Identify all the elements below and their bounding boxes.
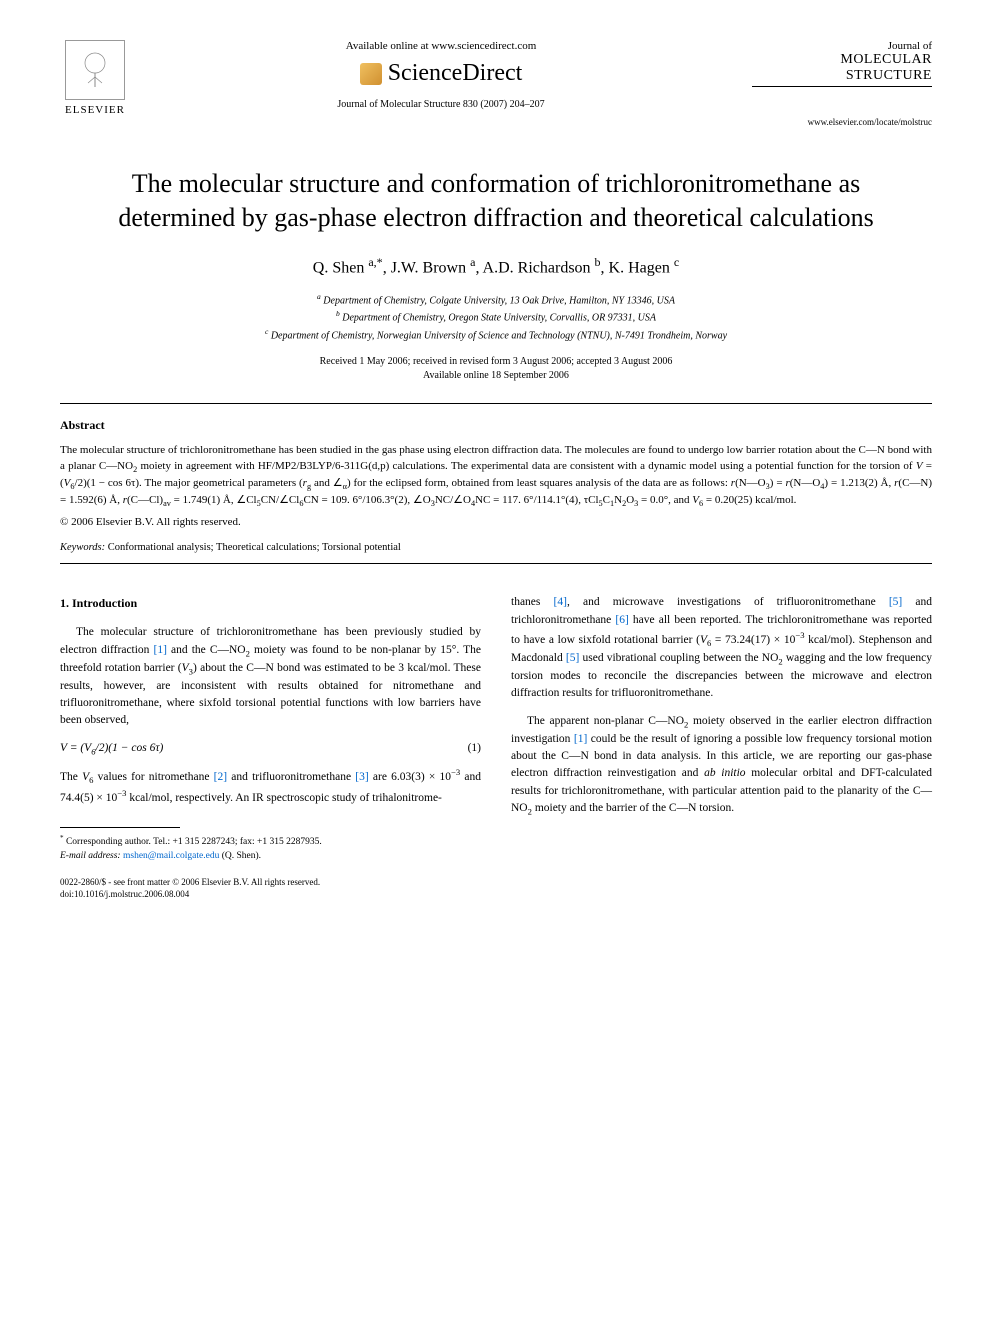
doi-block: 0022-2860/$ - see front matter © 2006 El… — [60, 877, 481, 900]
left-column: 1. Introduction The molecular structure … — [60, 594, 481, 900]
affiliation-c: c Department of Chemistry, Norwegian Uni… — [60, 326, 932, 343]
citation-line: Journal of Molecular Structure 830 (2007… — [130, 99, 752, 110]
authors-line: Q. Shen a,*, J.W. Brown a, A.D. Richards… — [60, 255, 932, 277]
affiliation-a: a Department of Chemistry, Colgate Unive… — [60, 291, 932, 308]
journal-title-1: MOLECULAR — [752, 52, 932, 68]
affiliation-b: b Department of Chemistry, Oregon State … — [60, 308, 932, 325]
corresponding-author-footnote: * Corresponding author. Tel.: +1 315 228… — [60, 834, 481, 863]
equation-body: V = (V6/2)(1 − cos 6τ) — [60, 740, 163, 758]
journal-title-2: STRUCTURE — [752, 68, 932, 84]
elsevier-tree-icon — [65, 40, 125, 100]
journal-rule — [752, 86, 932, 87]
abstract-bottom-rule — [60, 563, 932, 564]
keywords-text: Conformational analysis; Theoretical cal… — [108, 542, 401, 553]
article-dates: Received 1 May 2006; received in revised… — [60, 355, 932, 383]
article-title: The molecular structure and conformation… — [80, 167, 912, 235]
journal-of-text: Journal of — [752, 40, 932, 52]
sciencedirect-text: ScienceDirect — [388, 60, 523, 87]
intro-p1: The molecular structure of trichloronitr… — [60, 624, 481, 729]
available-online-text: Available online at www.sciencedirect.co… — [130, 40, 752, 52]
abstract-heading: Abstract — [60, 418, 932, 433]
sciencedirect-brand: ScienceDirect — [130, 60, 752, 87]
abstract-top-rule — [60, 403, 932, 404]
received-date: Received 1 May 2006; received in revised… — [60, 355, 932, 369]
online-date: Available online 18 September 2006 — [60, 369, 932, 383]
equation-1: V = (V6/2)(1 − cos 6τ) (1) — [60, 740, 481, 758]
journal-box: Journal of MOLECULAR STRUCTURE www.elsev… — [752, 40, 932, 127]
keywords-line: Keywords: Conformational analysis; Theor… — [60, 542, 932, 553]
intro-heading: 1. Introduction — [60, 594, 481, 612]
footnote-separator — [60, 827, 180, 828]
abstract-body: The molecular structure of trichloronitr… — [60, 443, 932, 510]
publisher-logo: ELSEVIER — [60, 40, 130, 120]
keywords-label: Keywords: — [60, 542, 105, 553]
page-header: ELSEVIER Available online at www.science… — [60, 40, 932, 127]
sciencedirect-icon — [360, 63, 382, 85]
footnote-email: E-mail address: mshen@mail.colgate.edu (… — [60, 850, 481, 863]
corresponding-email-link[interactable]: mshen@mail.colgate.edu — [123, 851, 219, 861]
doi-line: doi:10.1016/j.molstruc.2006.08.004 — [60, 889, 481, 901]
intro-p2: The V6 values for nitromethane [2] and t… — [60, 766, 481, 807]
right-column: thanes [4], and microwave investigations… — [511, 594, 932, 900]
abstract-copyright: © 2006 Elsevier B.V. All rights reserved… — [60, 516, 932, 528]
intro-p3: thanes [4], and microwave investigations… — [511, 594, 932, 702]
journal-url: www.elsevier.com/locate/molstruc — [752, 117, 932, 127]
intro-p4: The apparent non-planar C—NO2 moiety obs… — [511, 713, 932, 818]
affiliations: a Department of Chemistry, Colgate Unive… — [60, 291, 932, 343]
center-header: Available online at www.sciencedirect.co… — [130, 40, 752, 110]
body-columns: 1. Introduction The molecular structure … — [60, 594, 932, 900]
footnote-corr: * Corresponding author. Tel.: +1 315 228… — [60, 834, 481, 849]
front-matter-line: 0022-2860/$ - see front matter © 2006 El… — [60, 877, 481, 889]
publisher-name: ELSEVIER — [65, 104, 125, 116]
equation-number: (1) — [468, 740, 481, 758]
